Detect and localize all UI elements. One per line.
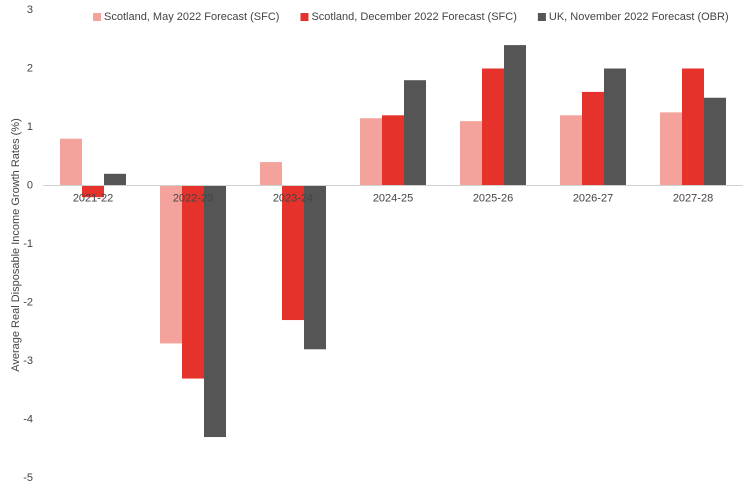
bar (282, 185, 304, 321)
x-tick-label: 2026-27 (573, 192, 613, 204)
y-tick-label: -1 (23, 238, 33, 250)
x-tick-label: 2025-26 (473, 192, 513, 204)
bar (382, 115, 404, 186)
bar (204, 185, 226, 438)
bar (582, 91, 604, 186)
x-tick-label: 2021-22 (73, 192, 113, 204)
y-tick-label: 1 (27, 121, 33, 133)
bar (482, 68, 504, 186)
y-tick-label: 3 (27, 4, 33, 16)
y-tick-label: 2 (27, 62, 33, 74)
legend-label: Scotland, May 2022 Forecast (SFC) (104, 11, 279, 23)
bar (182, 185, 204, 379)
bar (560, 115, 582, 186)
bar (304, 185, 326, 350)
x-tick-label: 2023-24 (273, 192, 313, 204)
x-tick-label: 2022-23 (173, 192, 213, 204)
bar (104, 173, 126, 186)
x-tick-label: 2024-25 (373, 192, 413, 204)
bar (260, 162, 282, 186)
bar (504, 45, 526, 186)
legend-swatch (537, 13, 546, 21)
bar (60, 138, 82, 186)
y-tick-label: -4 (23, 413, 33, 425)
legend-label: Scotland, December 2022 Forecast (SFC) (311, 11, 516, 23)
y-tick-label: -5 (23, 472, 33, 484)
y-axis-title: Average Real Disposable Income Growth Ra… (10, 118, 22, 372)
bar (82, 185, 104, 198)
bar (460, 121, 482, 186)
y-tick-label: -3 (23, 355, 33, 367)
bar (160, 185, 182, 344)
bar (404, 80, 426, 186)
legend-label: UK, November 2022 Forecast (OBR) (549, 11, 729, 23)
bar (604, 68, 626, 186)
legend-swatch (93, 13, 101, 21)
bar (660, 112, 682, 186)
bar (682, 68, 704, 186)
y-tick-label: 0 (27, 179, 33, 191)
y-tick-label: -2 (23, 296, 33, 308)
x-tick-label: 2027-28 (673, 192, 713, 204)
bar (704, 97, 726, 186)
legend-swatch (300, 13, 309, 21)
bar (360, 118, 382, 186)
